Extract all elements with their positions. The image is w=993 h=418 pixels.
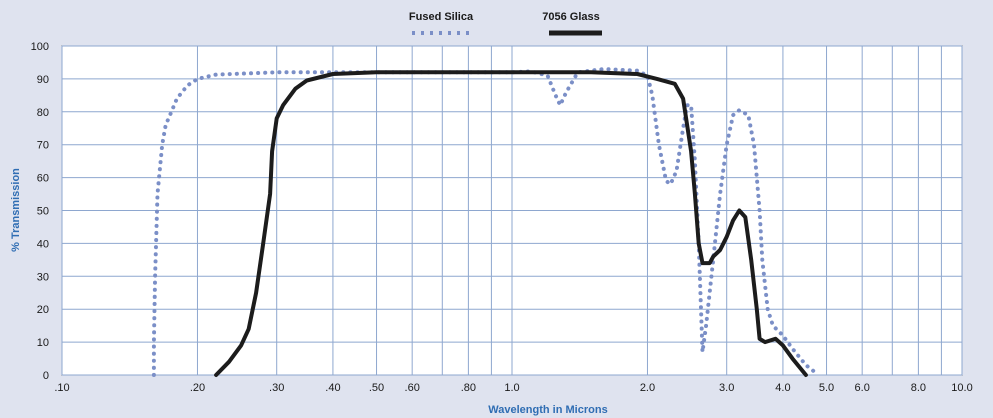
x-tick-label: 10.0 bbox=[951, 382, 972, 394]
legend: Fused Silica 7056 Glass bbox=[409, 11, 602, 36]
legend-label-7056-glass: 7056 Glass bbox=[542, 11, 600, 23]
x-tick-label: 2.0 bbox=[640, 382, 655, 394]
y-axis-title: % Transmission bbox=[10, 168, 22, 252]
x-tick-label: 3.0 bbox=[719, 382, 734, 394]
x-tick-label: .20 bbox=[190, 382, 205, 394]
y-tick-label: 10 bbox=[37, 337, 49, 349]
grid bbox=[61, 45, 963, 376]
y-tick-label: 50 bbox=[37, 206, 49, 218]
series-line-fused-silica bbox=[151, 67, 821, 377]
y-tick-label: 90 bbox=[37, 74, 49, 86]
legend-label-fused-silica: Fused Silica bbox=[409, 11, 474, 23]
series-layer bbox=[151, 67, 821, 377]
y-tick-label: 40 bbox=[37, 238, 49, 250]
x-tick-label: 8.0 bbox=[911, 382, 926, 394]
x-tick-label: 4.0 bbox=[775, 382, 790, 394]
y-tick-label: 60 bbox=[37, 173, 49, 185]
y-axis-ticks: 0 10 20 30 40 50 60 70 80 90 100 bbox=[31, 41, 49, 382]
x-tick-label: 5.0 bbox=[819, 382, 834, 394]
x-tick-label: .50 bbox=[369, 382, 384, 394]
y-tick-label: 0 bbox=[43, 370, 49, 382]
x-tick-label: .60 bbox=[405, 382, 420, 394]
y-tick-label: 80 bbox=[37, 107, 49, 119]
x-tick-label: .40 bbox=[325, 382, 340, 394]
x-tick-label: .80 bbox=[461, 382, 476, 394]
y-tick-label: 30 bbox=[37, 271, 49, 283]
x-tick-label: 1.0 bbox=[504, 382, 519, 394]
x-tick-label: .30 bbox=[269, 382, 284, 394]
y-tick-label: 20 bbox=[37, 304, 49, 316]
y-tick-label: 70 bbox=[37, 140, 49, 152]
x-tick-label: 6.0 bbox=[855, 382, 870, 394]
x-axis-title: Wavelength in Microns bbox=[488, 404, 607, 416]
x-tick-label: .10 bbox=[54, 382, 69, 394]
series-line-7056-glass bbox=[214, 70, 808, 377]
y-tick-label: 100 bbox=[31, 41, 49, 53]
x-axis-ticks: .10 .20 .30 .40 .50 .60 .80 1.0 2.0 3.0 4.0 5.0 6.0 8… bbox=[54, 382, 972, 394]
